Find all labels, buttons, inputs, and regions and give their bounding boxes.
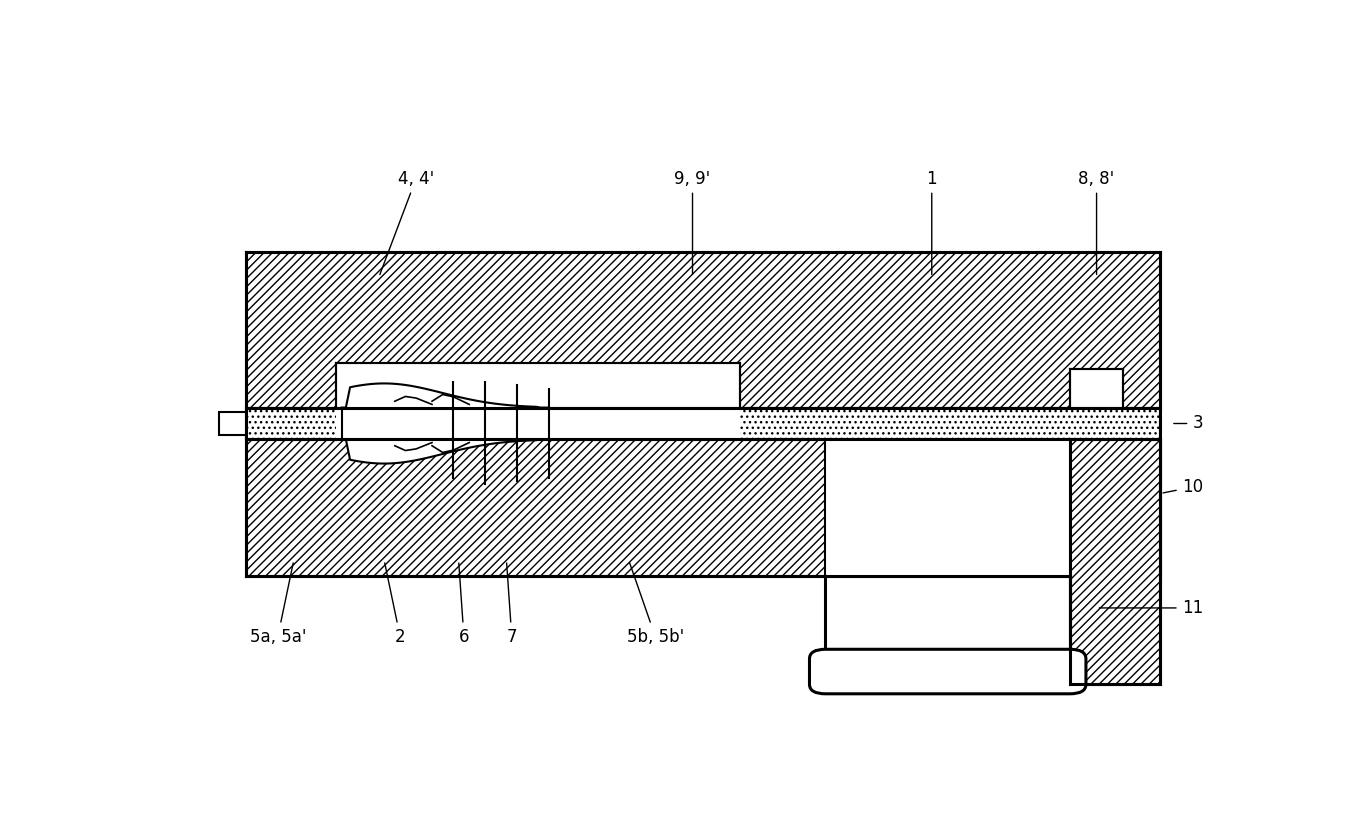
Text: 7: 7 [506, 563, 517, 646]
Text: 8, 8': 8, 8' [1078, 169, 1114, 274]
Bar [1070, 439, 1161, 684]
Bar [336, 363, 741, 407]
Bar [826, 439, 1070, 577]
Bar [1070, 369, 1124, 407]
Text: 11: 11 [1099, 599, 1203, 617]
Text: 2: 2 [384, 563, 405, 646]
Bar [246, 439, 1161, 577]
Polygon shape [342, 383, 549, 463]
Text: 1: 1 [926, 169, 937, 274]
Text: 10: 10 [1163, 478, 1203, 496]
Text: 3: 3 [1174, 415, 1203, 433]
Text: 9, 9': 9, 9' [675, 169, 711, 274]
Text: 4, 4': 4, 4' [380, 169, 434, 274]
Bar [336, 407, 741, 439]
Bar [246, 252, 1161, 407]
FancyBboxPatch shape [809, 649, 1087, 694]
Bar [246, 407, 1161, 439]
Bar [220, 412, 246, 435]
Text: 5b, 5b': 5b, 5b' [627, 563, 683, 646]
Text: 6: 6 [458, 563, 469, 646]
Text: 5a, 5a': 5a, 5a' [250, 563, 306, 646]
